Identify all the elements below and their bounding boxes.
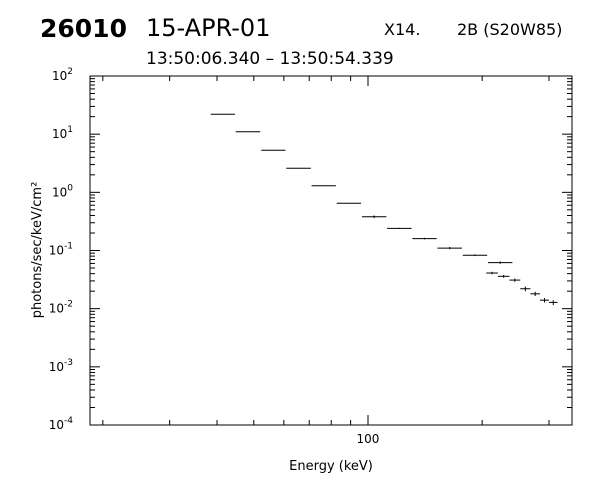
y-tick-labels: 10-4 10-3 10-2 10-1 100 101 102 — [49, 67, 74, 432]
data-point — [437, 246, 462, 250]
data-point — [530, 291, 540, 297]
data-point — [387, 227, 412, 229]
flare-location: 2B (S20W85) — [457, 20, 563, 39]
axis-ticks — [90, 75, 572, 426]
data-point — [361, 215, 387, 219]
data-points — [210, 113, 558, 306]
data-point — [520, 286, 531, 292]
y-tick-label: 10-4 — [49, 416, 74, 432]
y-tick-label: 10-2 — [49, 300, 73, 316]
x-tick-labels: 100 — [357, 432, 380, 446]
y-tick-label: 10-3 — [49, 358, 73, 374]
y-tick-label: 10-1 — [49, 242, 73, 258]
data-point — [486, 271, 498, 275]
data-point — [548, 300, 558, 306]
y-tick-label: 100 — [52, 183, 73, 199]
data-point — [497, 274, 510, 278]
y-tick-label: 102 — [52, 67, 73, 83]
x-axis-title: Energy (keV) — [289, 459, 373, 474]
x-tick-label: 100 — [357, 432, 380, 446]
y-tick-label: 101 — [52, 125, 73, 141]
time-range: 13:50:06.340 – 13:50:54.339 — [146, 49, 394, 69]
y-axis-title: photons/sec/keV/cm² — [30, 182, 45, 319]
plot-frame — [89, 75, 573, 426]
data-point — [462, 254, 488, 257]
event-date: 15-APR-01 — [146, 14, 271, 42]
data-point — [412, 237, 437, 240]
event-id: 26010 — [40, 14, 127, 43]
data-point — [487, 261, 513, 264]
data-point — [539, 298, 549, 303]
data-point — [509, 278, 521, 282]
flare-class: X14. — [384, 20, 421, 39]
